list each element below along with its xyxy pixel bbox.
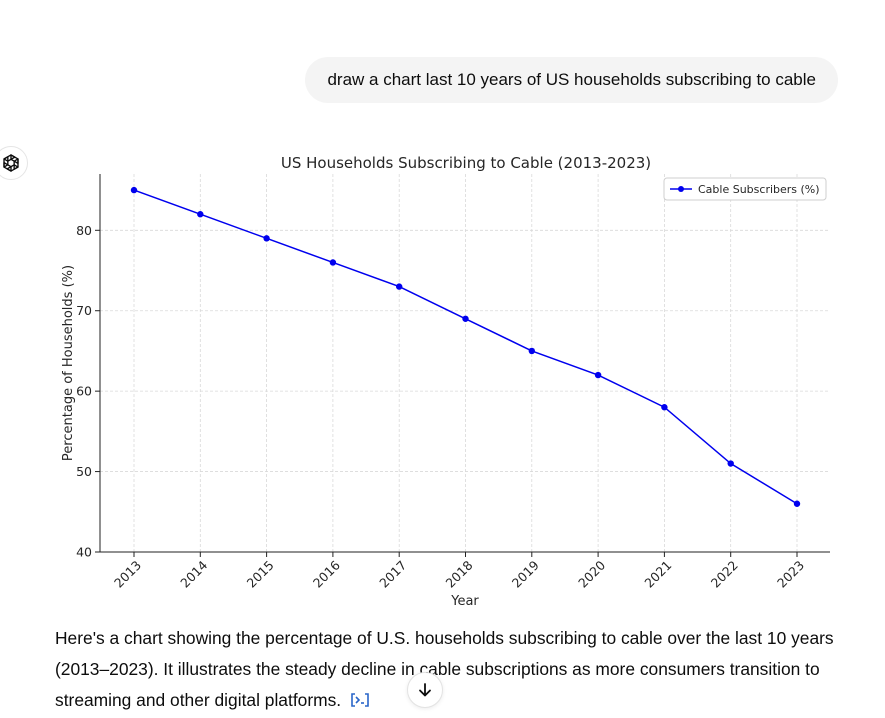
arrow-down-icon xyxy=(419,683,431,697)
data-point xyxy=(462,315,469,322)
data-point xyxy=(197,211,204,218)
openai-logo-icon xyxy=(0,146,28,180)
scroll-to-bottom-button[interactable] xyxy=(407,672,443,708)
data-point xyxy=(661,404,668,411)
x-tick-label: 2022 xyxy=(708,558,741,591)
x-tick-label: 2018 xyxy=(443,557,476,590)
x-tick-label: 2016 xyxy=(310,557,343,590)
data-point xyxy=(727,460,734,467)
x-tick-label: 2013 xyxy=(111,558,144,591)
y-tick-label: 60 xyxy=(76,384,92,399)
legend-label: Cable Subscribers (%) xyxy=(698,183,820,196)
chart-image[interactable]: US Households Subscribing to Cable (2013… xyxy=(40,140,840,615)
data-point xyxy=(528,347,535,355)
x-tick-label: 2023 xyxy=(774,558,807,591)
y-tick-label: 50 xyxy=(76,464,92,479)
line-chart: US Households Subscribing to Cable (2013… xyxy=(61,154,830,609)
x-axis-ticks: 2013 2014 2015 2016 2017 2018 2019 2020 2021 2022… xyxy=(111,552,807,591)
data-point xyxy=(396,283,403,290)
chart-axes xyxy=(99,174,830,553)
chart-title: US Households Subscribing to Cable (2013… xyxy=(281,154,651,172)
chart-grid xyxy=(100,174,830,553)
y-axis-label: Percentage of Households (%) xyxy=(61,265,76,461)
y-tick-label: 40 xyxy=(76,545,92,560)
assistant-message: Here's a chart showing the percentage of… xyxy=(55,623,845,718)
x-tick-label: 2020 xyxy=(575,557,608,590)
assistant-message-text: Here's a chart showing the percentage of… xyxy=(55,628,834,710)
data-point xyxy=(329,259,337,266)
chart-legend: Cable Subscribers (%) xyxy=(663,177,827,201)
series-cable-subscribers xyxy=(130,186,801,507)
x-axis-label: Year xyxy=(450,594,479,609)
data-point xyxy=(793,500,801,507)
user-message-bubble: draw a chart last 10 years of US househo… xyxy=(305,57,838,103)
data-point xyxy=(263,235,270,242)
x-tick-label: 2015 xyxy=(244,558,277,591)
x-tick-label: 2014 xyxy=(177,557,210,590)
data-point xyxy=(594,371,602,379)
y-tick-label: 80 xyxy=(76,223,92,238)
y-axis-ticks: 40 50 60 70 80 xyxy=(76,223,100,560)
code-bracket-icon[interactable] xyxy=(350,687,370,718)
x-tick-label: 2019 xyxy=(509,557,542,590)
data-point xyxy=(130,186,138,194)
x-tick-label: 2021 xyxy=(641,558,674,591)
x-tick-label: 2017 xyxy=(376,558,409,591)
y-tick-label: 70 xyxy=(76,303,92,318)
